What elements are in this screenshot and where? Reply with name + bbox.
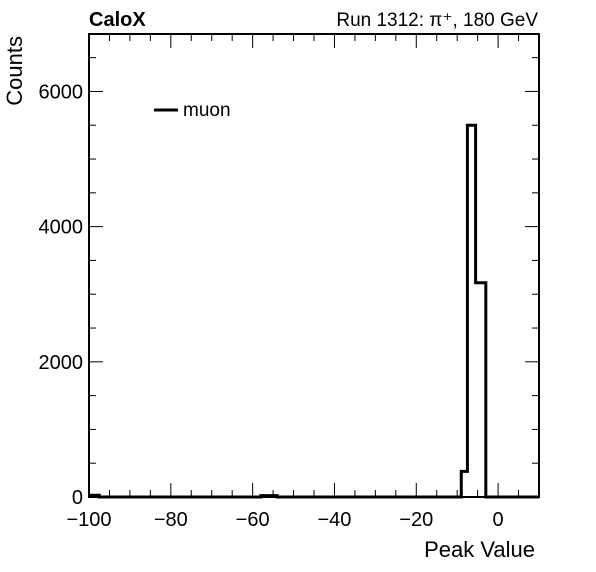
plot-frame — [88, 33, 540, 498]
x-axis-title: Peak Value — [424, 537, 535, 562]
y-tick-label: 6000 — [39, 81, 84, 103]
y-tick-label: 0 — [72, 487, 83, 509]
y-axis-title: Counts — [2, 36, 27, 106]
y-tick-label: 4000 — [39, 217, 84, 239]
x-tick-label: −60 — [236, 509, 270, 531]
x-tick-label: 0 — [493, 509, 504, 531]
x-tick-label: −40 — [317, 509, 351, 531]
x-tick-label: −100 — [66, 509, 111, 531]
x-tick-label: −80 — [154, 509, 188, 531]
run-info-label: Run 1312: π⁺, 180 GeV — [336, 10, 538, 31]
x-tick-label: −20 — [399, 509, 433, 531]
series-line-muon — [89, 123, 539, 499]
x-tick-labels: −100 −80 −60 −40 −20 0 — [66, 509, 503, 531]
histogram-series — [89, 123, 539, 499]
legend-label-muon: muon — [183, 100, 231, 121]
experiment-label: CaloX — [89, 9, 146, 31]
axis-ticks — [88, 34, 540, 498]
histogram-bin — [476, 283, 486, 497]
y-tick-labels: 0 2000 4000 6000 — [39, 81, 84, 509]
y-tick-label: 2000 — [39, 352, 84, 374]
